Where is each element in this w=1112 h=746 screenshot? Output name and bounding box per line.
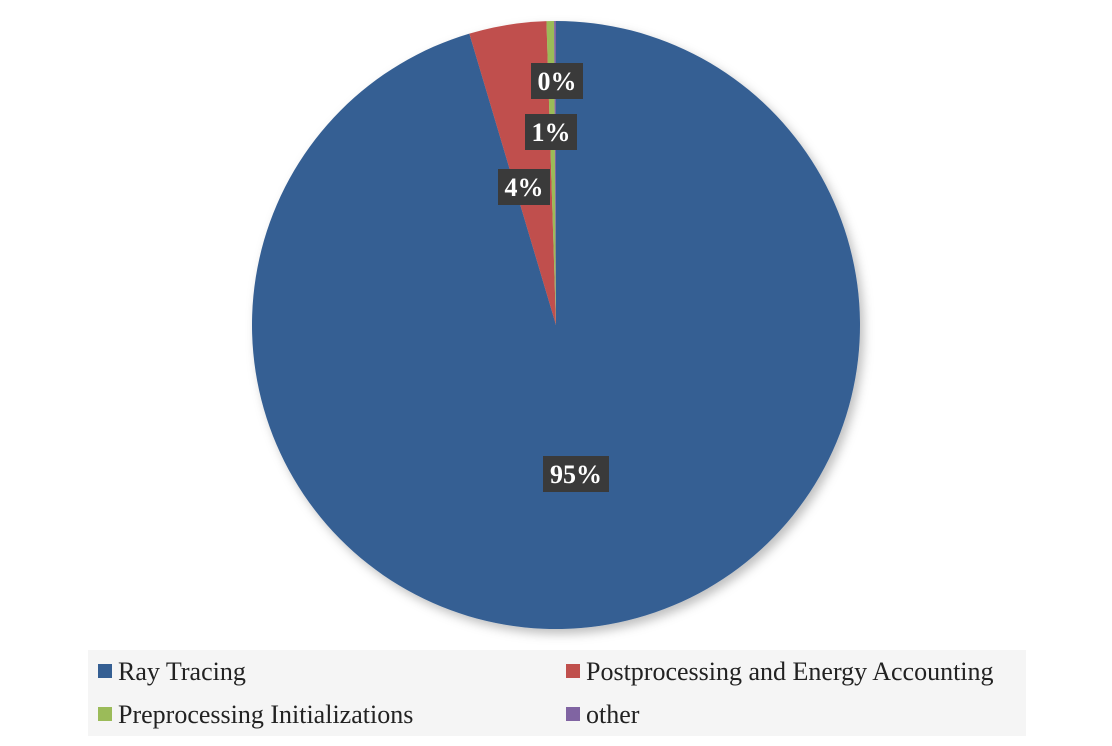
legend-item-other: other	[566, 700, 640, 729]
legend-swatch	[98, 707, 112, 721]
legend-item-postprocessing-and-energy-accounting: Postprocessing and Energy Accounting	[566, 657, 994, 686]
data-label-text: 1%	[532, 118, 571, 147]
data-label-box	[525, 114, 577, 150]
legend-swatch	[566, 707, 580, 721]
legend-swatch	[566, 664, 580, 678]
legend-area	[88, 650, 1026, 736]
legend-label: Preprocessing Initializations	[118, 700, 413, 729]
data-label-box	[543, 456, 609, 492]
pie-slices	[252, 21, 861, 629]
data-label-box	[531, 63, 583, 99]
data-label-ray-tracing: 95%	[543, 456, 609, 492]
legend-swatch	[98, 664, 112, 678]
legend-item-preprocessing-initializations: Preprocessing Initializations	[98, 700, 413, 729]
data-label-box	[498, 169, 550, 205]
legend-label: Ray Tracing	[118, 657, 246, 686]
pie-data-labels: 95% 4% 1% 0%	[498, 63, 609, 492]
data-label-preprocessing-initializations: 1%	[525, 114, 577, 150]
legend-item-ray-tracing: Ray Tracing	[98, 657, 246, 686]
data-label-text: 0%	[538, 67, 577, 96]
data-label-other: 0%	[531, 63, 583, 99]
data-label-text: 95%	[550, 460, 602, 489]
legend-label: other	[586, 700, 640, 729]
data-label-text: 4%	[505, 173, 544, 202]
legend: Ray Tracing Postprocessing and Energy Acc…	[98, 657, 994, 729]
data-label-postprocessing-and-energy-accounting: 4%	[498, 169, 550, 205]
legend-label: Postprocessing and Energy Accounting	[586, 657, 994, 686]
